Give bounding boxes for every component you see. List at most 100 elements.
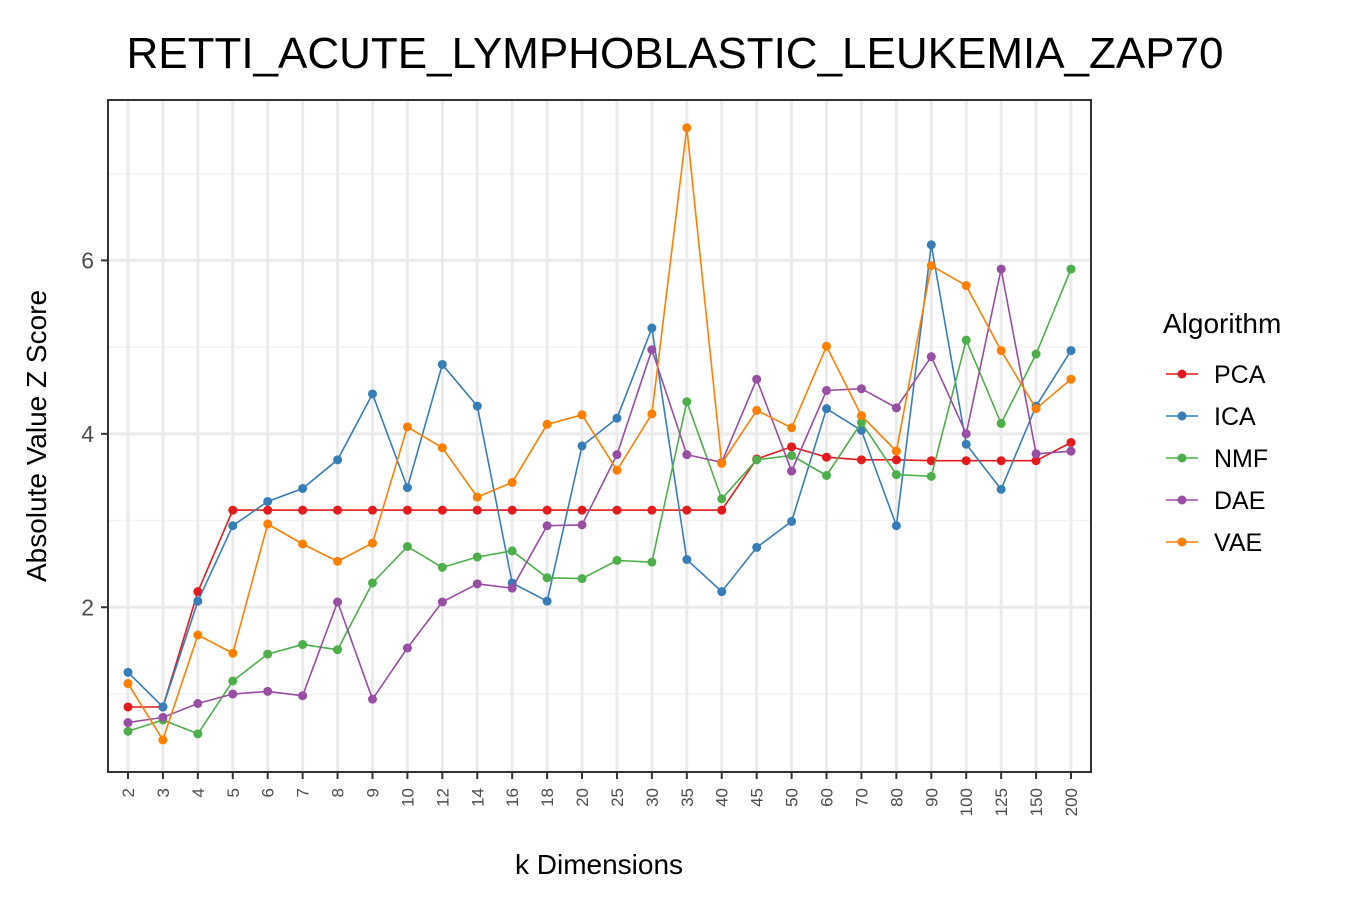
data-point-nmf [123, 726, 133, 736]
data-point-nmf [752, 455, 762, 465]
legend: Algorithm PCA ICA NMF DAE VAE [1163, 308, 1281, 557]
data-point-vae [263, 519, 273, 529]
series-dae [123, 264, 1076, 728]
data-point-nmf [996, 418, 1006, 428]
data-point-ica [402, 483, 412, 493]
data-point-pca [1066, 438, 1076, 448]
x-tick-label: 25 [608, 788, 627, 807]
legend-label: NMF [1214, 445, 1268, 473]
legend-key-point [1177, 411, 1187, 421]
data-point-vae [437, 443, 447, 453]
legend-key-point [1177, 537, 1187, 547]
data-point-nmf [787, 451, 797, 461]
data-point-dae [1066, 446, 1076, 456]
data-point-vae [333, 556, 343, 566]
data-point-nmf [472, 552, 482, 562]
series-line-pca [128, 441, 1072, 708]
data-point-nmf [367, 578, 377, 588]
data-point-vae [402, 422, 412, 432]
data-point-dae [333, 597, 343, 607]
data-point-dae [1031, 449, 1041, 459]
data-point-nmf [891, 470, 901, 480]
data-point-pca [437, 505, 447, 515]
data-point-dae [787, 466, 797, 476]
y-tick-label: 6 [81, 247, 94, 273]
data-point-pca [367, 505, 377, 515]
data-point-vae [158, 735, 168, 745]
data-point-dae [752, 374, 762, 384]
data-point-vae [367, 538, 377, 548]
x-tick-label: 45 [748, 788, 767, 807]
data-point-nmf [856, 418, 866, 428]
x-tick-label: 14 [468, 788, 487, 807]
data-point-dae [682, 450, 692, 460]
data-point-ica [367, 389, 377, 399]
legend-item-vae: VAE [1166, 529, 1262, 557]
data-point-nmf [1031, 349, 1041, 359]
data-point-pca [612, 505, 622, 515]
data-point-dae [647, 345, 657, 355]
legend-item-pca: PCA [1166, 361, 1266, 389]
data-point-vae [996, 346, 1006, 356]
y-tick-label: 2 [81, 594, 94, 620]
x-tick-label: 16 [503, 788, 522, 807]
series-layer [123, 123, 1076, 745]
data-point-ica [1066, 346, 1076, 356]
data-point-nmf [577, 574, 587, 584]
data-point-pca [856, 455, 866, 465]
legend-label: DAE [1214, 487, 1265, 515]
data-point-pca [333, 505, 343, 515]
x-tick-label: 35 [678, 788, 697, 807]
data-point-vae [577, 410, 587, 420]
data-point-ica [298, 483, 308, 493]
data-point-dae [961, 429, 971, 439]
data-point-dae [472, 579, 482, 589]
data-point-pca [961, 456, 971, 466]
series-line-nmf [127, 268, 1072, 735]
data-point-dae [158, 712, 168, 722]
data-point-vae [123, 679, 133, 689]
x-tick-label: 4 [189, 788, 208, 797]
data-point-pca [402, 505, 412, 515]
data-point-vae [542, 419, 552, 429]
data-point-dae [577, 520, 587, 530]
data-point-vae [193, 630, 203, 640]
data-point-nmf [682, 397, 692, 407]
data-point-vae [682, 123, 692, 133]
data-point-vae [787, 423, 797, 433]
legend-item-dae: DAE [1166, 487, 1265, 515]
data-point-dae [228, 689, 238, 699]
x-tick-label: 3 [154, 788, 173, 797]
x-tick-label: 5 [224, 788, 243, 797]
legend-key-point [1177, 495, 1187, 505]
data-point-ica [472, 401, 482, 411]
data-point-ica [891, 521, 901, 531]
data-point-pca [123, 702, 133, 712]
x-tick-label: 60 [818, 788, 837, 807]
data-point-nmf [333, 645, 343, 655]
legend-item-nmf: NMF [1166, 445, 1268, 473]
x-tick-label: 2 [119, 788, 138, 797]
x-tick-label: 90 [922, 788, 941, 807]
x-tick-label: 10 [398, 788, 417, 807]
data-point-pca [472, 505, 482, 515]
data-point-pca [717, 505, 727, 515]
data-point-ica [158, 702, 168, 712]
legend-label: PCA [1214, 361, 1266, 389]
gridlines [108, 100, 1091, 772]
data-point-nmf [647, 557, 657, 567]
series-line-dae [127, 268, 1072, 724]
data-point-ica [996, 484, 1006, 494]
legend-label: ICA [1214, 403, 1256, 431]
x-tick-label: 20 [573, 788, 592, 807]
data-point-dae [612, 450, 622, 460]
legend-key-point [1177, 369, 1187, 379]
data-point-nmf [507, 546, 517, 556]
data-point-dae [891, 403, 901, 413]
x-tick-label: 125 [992, 788, 1011, 816]
legend-item-ica: ICA [1166, 403, 1256, 431]
data-point-pca [507, 505, 517, 515]
x-tick-label: 200 [1062, 788, 1081, 816]
